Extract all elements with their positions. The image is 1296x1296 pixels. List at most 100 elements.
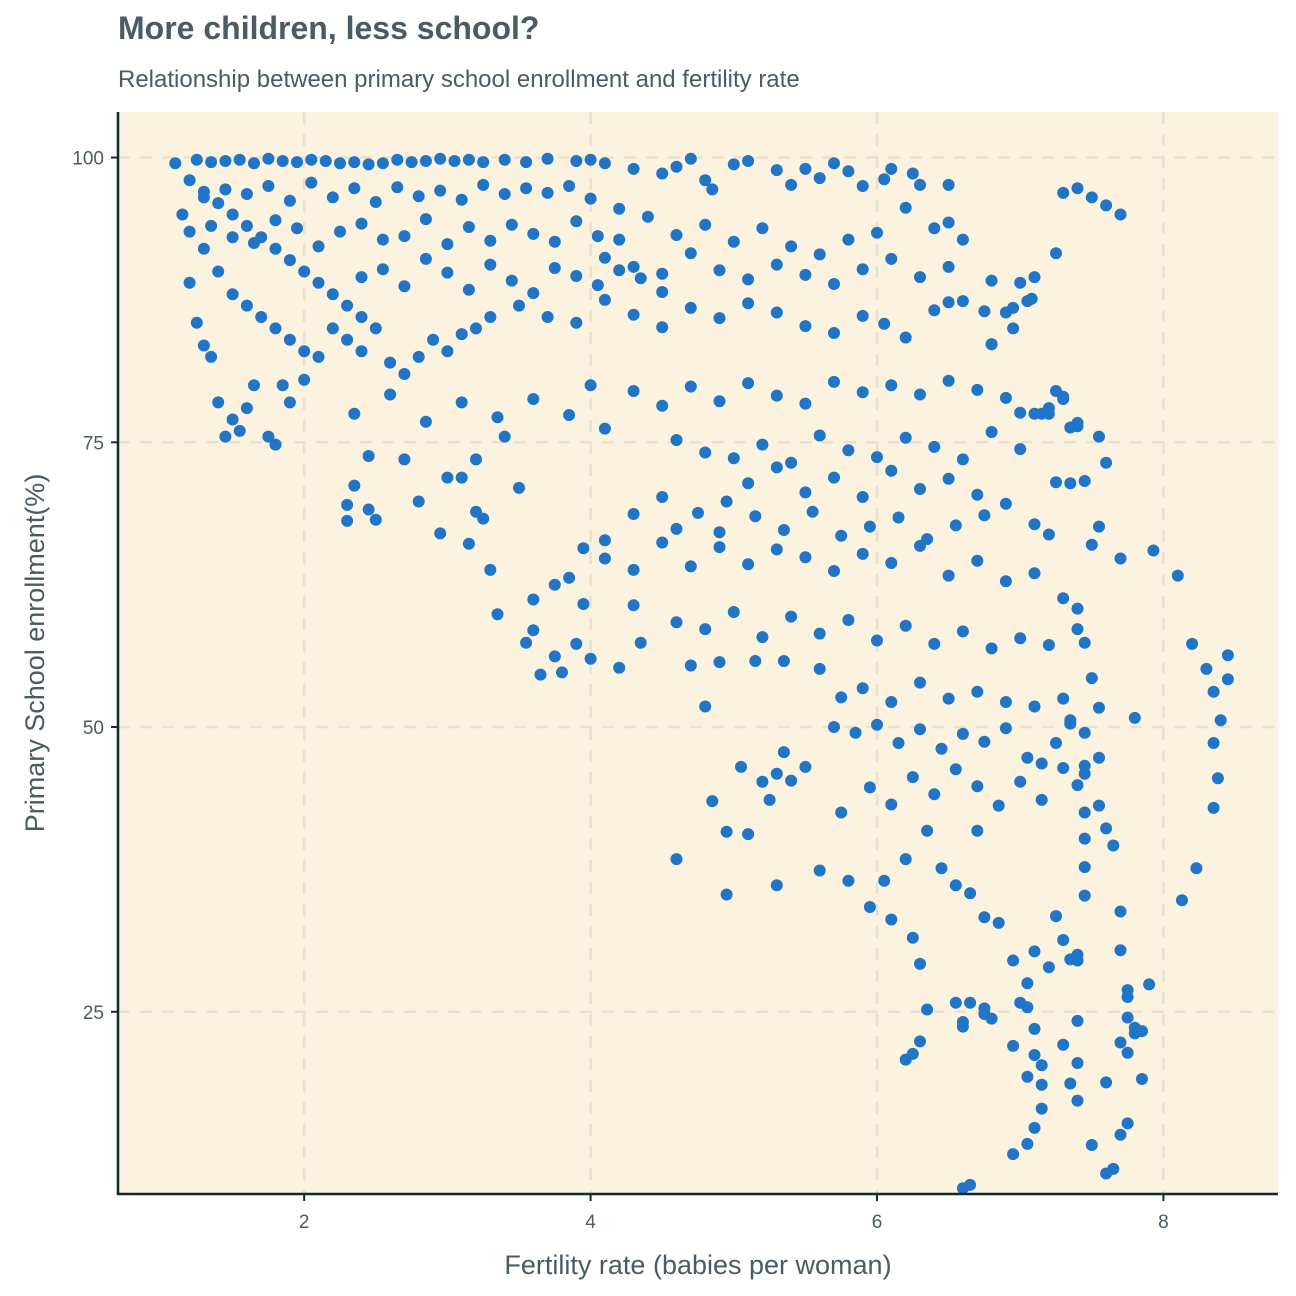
data-point xyxy=(1007,1039,1020,1052)
data-point xyxy=(1057,592,1070,605)
data-point xyxy=(305,176,318,189)
data-point xyxy=(1078,861,1091,874)
data-point xyxy=(219,183,232,196)
data-point xyxy=(878,317,891,330)
data-point xyxy=(856,180,869,192)
x-tick-label: 4 xyxy=(585,1212,596,1233)
data-point xyxy=(341,333,354,346)
data-point xyxy=(684,380,697,393)
data-point xyxy=(362,158,375,171)
data-point xyxy=(298,265,311,278)
data-point xyxy=(756,775,769,788)
data-point xyxy=(842,233,855,246)
data-point xyxy=(942,216,955,229)
data-point xyxy=(455,396,468,409)
data-point xyxy=(1211,772,1224,785)
data-point xyxy=(1071,779,1084,792)
data-point xyxy=(727,606,740,618)
data-point xyxy=(1021,977,1034,990)
data-point xyxy=(527,593,540,606)
data-point xyxy=(412,350,425,363)
data-point xyxy=(799,760,812,773)
data-point xyxy=(369,513,382,526)
data-point xyxy=(584,379,597,392)
data-point xyxy=(269,242,282,255)
data-point xyxy=(219,430,232,443)
data-point xyxy=(283,254,296,267)
data-point xyxy=(248,379,260,392)
data-point xyxy=(914,271,926,284)
data-point xyxy=(577,598,590,610)
data-point xyxy=(269,214,282,227)
data-point xyxy=(770,879,783,892)
data-point xyxy=(283,396,296,409)
data-point xyxy=(799,551,812,564)
data-point xyxy=(570,215,583,228)
data-point xyxy=(885,464,898,477)
data-point xyxy=(899,619,912,632)
data-point xyxy=(777,746,790,759)
data-point xyxy=(183,276,196,289)
data-point xyxy=(992,799,1005,812)
data-point xyxy=(842,444,855,457)
data-point xyxy=(928,304,941,317)
data-point xyxy=(735,760,747,773)
data-point xyxy=(462,283,475,296)
data-point xyxy=(1121,1011,1134,1024)
data-point xyxy=(899,431,912,444)
data-point xyxy=(441,266,454,279)
data-point xyxy=(312,240,325,253)
data-point xyxy=(455,193,468,206)
data-point xyxy=(971,383,984,396)
data-point xyxy=(1093,520,1105,533)
data-point xyxy=(233,153,246,166)
data-point xyxy=(813,429,826,442)
data-point xyxy=(541,311,554,323)
data-point xyxy=(906,771,919,784)
data-point xyxy=(598,251,611,264)
data-point xyxy=(1107,1162,1120,1175)
data-point xyxy=(942,260,955,273)
data-point xyxy=(1064,1077,1077,1090)
data-point xyxy=(828,565,840,577)
data-point xyxy=(999,497,1012,510)
data-point xyxy=(527,624,540,637)
data-point xyxy=(627,260,640,273)
data-point xyxy=(756,631,769,644)
data-point xyxy=(656,286,669,298)
data-point xyxy=(355,271,368,284)
data-point xyxy=(1114,944,1127,957)
data-point xyxy=(240,188,253,200)
data-point xyxy=(964,887,977,900)
data-point xyxy=(462,221,475,233)
data-point xyxy=(749,655,762,667)
data-point xyxy=(964,996,977,1009)
data-point xyxy=(892,737,905,749)
data-point xyxy=(806,505,819,518)
data-point xyxy=(1221,673,1234,686)
data-point xyxy=(842,165,855,178)
data-point xyxy=(727,158,740,171)
data-point xyxy=(362,503,375,516)
data-point xyxy=(205,156,218,169)
data-point xyxy=(1021,1001,1034,1014)
data-point xyxy=(240,299,253,312)
chart-title: More children, less school? xyxy=(118,10,540,46)
data-point xyxy=(169,157,182,170)
data-point xyxy=(598,293,611,306)
data-point xyxy=(1071,1057,1084,1069)
data-point xyxy=(856,547,869,560)
data-point xyxy=(1042,407,1055,420)
data-point xyxy=(956,233,969,246)
data-point xyxy=(856,491,869,503)
data-point xyxy=(856,386,869,399)
data-point xyxy=(956,295,969,308)
data-point xyxy=(513,299,525,312)
y-tick-label: 25 xyxy=(83,1003,104,1024)
data-point xyxy=(1085,538,1098,551)
data-point xyxy=(1007,1148,1020,1161)
data-point xyxy=(434,152,447,165)
data-point xyxy=(527,227,540,240)
data-point xyxy=(412,190,425,203)
